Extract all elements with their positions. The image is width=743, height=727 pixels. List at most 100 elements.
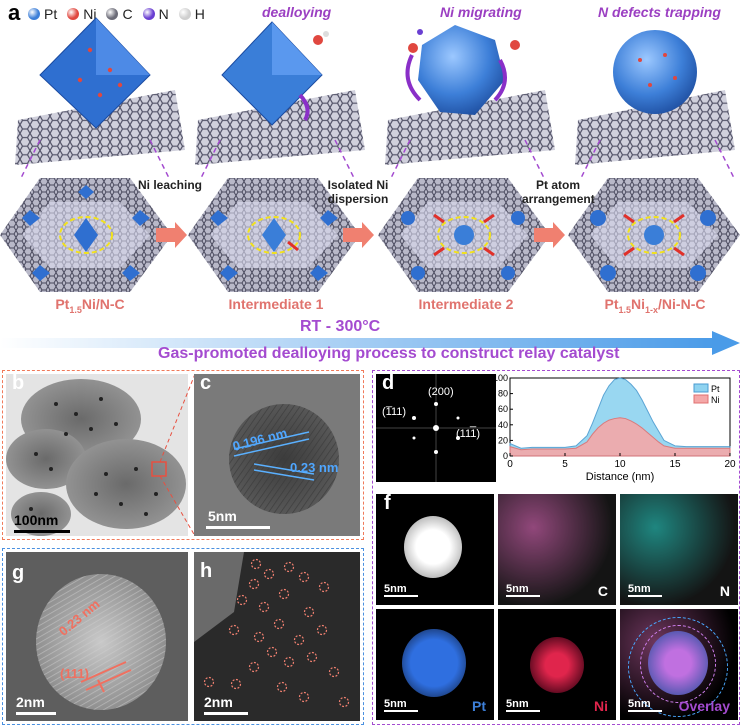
eds-map-overlay: 5nm Overlay (620, 609, 738, 720)
map-label-c: C (597, 583, 608, 599)
panel-d-letter: d (382, 372, 395, 394)
panel-c-letter: c (200, 372, 212, 394)
scale-bar-c (206, 526, 270, 529)
stage-title-ni-migrating: Ni migrating (440, 4, 522, 20)
series-area-pt (509, 377, 731, 457)
support-2 (188, 178, 360, 292)
y-tick-label: 100 (494, 374, 508, 383)
scale-bar (506, 710, 540, 712)
sheet-4 (575, 90, 735, 165)
map-label-overlay: Overlay (678, 698, 730, 714)
legend-dot-pt (28, 8, 40, 20)
scale-text-g: 2nm (16, 694, 45, 710)
scale-text-c: 5nm (208, 508, 237, 524)
legend-dot-h (178, 8, 191, 20)
eds-maps-grid: 5nm 5nm C 5nm N 5nm Pt 5nm Ni 5nm Overlay (376, 494, 738, 722)
stage-title-dealloying: dealloying (262, 4, 332, 20)
scale-bar (506, 595, 540, 597)
hrtem-particle-g (36, 574, 166, 710)
legend-label: H (194, 6, 205, 22)
legend-swatch-ni (693, 394, 709, 404)
process-arrow (0, 331, 740, 355)
scale-text: 5nm (384, 583, 407, 595)
support-4 (568, 178, 740, 292)
series-area-ni (509, 417, 731, 457)
panel-g-letter: g (12, 562, 25, 584)
process-label: Gas-promoted dealloying process to const… (158, 345, 620, 362)
legend-label-ni: Ni (711, 395, 720, 405)
panel-gh-frame (2, 548, 364, 725)
step-isolated-ni: Isolated Ni dispersion (327, 178, 389, 206)
fft-spot-111-bar: _ (386, 396, 393, 408)
tem-image-b (6, 374, 188, 536)
legend-item-h: H (178, 6, 205, 22)
step-ni-leaching: Ni leaching (137, 178, 202, 192)
fft-image-d (376, 374, 496, 482)
legend-label: Ni (83, 6, 97, 22)
x-tick-label: 20 (724, 459, 736, 470)
support-1 (0, 178, 172, 292)
stage-intermediate-2: Intermediate 2 (418, 296, 514, 312)
cuboctahedron-particle (418, 25, 505, 115)
sheet-1 (15, 90, 185, 165)
y-tick-label: 20 (498, 435, 508, 445)
top-illustrations (15, 17, 735, 165)
scale-text: 5nm (506, 583, 529, 595)
eds-map-ni: 5nm Ni (498, 609, 616, 720)
legend-label: C (122, 6, 133, 22)
fft-spot-111-bar-right: _ (470, 416, 477, 428)
scale-text-b: 100nm (14, 512, 59, 528)
x-axis-label: Distance (nm) (586, 471, 654, 483)
legend-swatch-pt (693, 383, 709, 393)
step-pt-arrangement: Pt atom arrangement (522, 178, 595, 206)
legend-item-ni: Ni (67, 6, 96, 22)
scale-text: 5nm (506, 698, 529, 710)
map-label-n: N (719, 583, 730, 599)
temperature-label: RT - 300°C (300, 318, 381, 335)
sheet-3 (385, 90, 555, 165)
panel-h-letter: h (200, 560, 213, 582)
map-label-pt: Pt (472, 698, 486, 714)
tem-particles-b (6, 379, 186, 536)
x-tick-label: 0 (507, 459, 513, 470)
y-tick-label: 40 (498, 420, 508, 430)
element-legend: Pt Ni C N H (28, 6, 205, 22)
stage-title-n-defects: N defects trapping (598, 4, 721, 20)
hrtem-particle-c (229, 404, 339, 514)
scale-text: 5nm (628, 583, 651, 595)
stage-pt15ni-nc: Pt1.5Ni/N-C (55, 296, 125, 315)
x-tick-label: 15 (669, 459, 681, 470)
hrtem-image-c (194, 374, 360, 536)
legend-label: Pt (44, 6, 58, 22)
panel-def-frame (372, 370, 740, 725)
haadf-image-h (194, 552, 360, 721)
legend-dot-ni (67, 8, 80, 20)
scale-bar-g (16, 712, 56, 715)
sheet-2 (195, 90, 365, 165)
fft-spot-200: (200) (428, 386, 454, 398)
eds-map-n: 5nm N (620, 494, 738, 605)
panel-b-letter: b (12, 372, 25, 394)
scale-bar-b (14, 530, 70, 533)
rounded-particle (613, 30, 697, 114)
legend-dot-c (106, 8, 119, 20)
y-tick-label: 0 (503, 451, 508, 461)
hrtem-image-g (6, 552, 188, 721)
panel-bc-frame (2, 370, 364, 540)
map-label-ni: Ni (594, 698, 608, 714)
panel-f-letter: f (384, 492, 391, 514)
support-3 (378, 178, 550, 292)
plane-111-g: (111) (60, 666, 89, 681)
legend-item-c: C (106, 6, 133, 22)
legend-dot-n (142, 8, 155, 20)
fft-spot-111-right: (111) (456, 428, 481, 440)
eds-map-pt: 5nm Pt (376, 609, 494, 720)
panel-a-letter: a (8, 0, 21, 25)
stage-final-catalyst: Pt1.5Ni1-x/Ni-N-C (604, 296, 706, 315)
scale-text-h: 2nm (204, 694, 233, 710)
x-tick-label: 5 (562, 459, 568, 470)
zoom-lines-bc (159, 373, 196, 537)
legend-label-pt: Pt (711, 384, 720, 394)
legend-item-n: N (142, 6, 169, 22)
